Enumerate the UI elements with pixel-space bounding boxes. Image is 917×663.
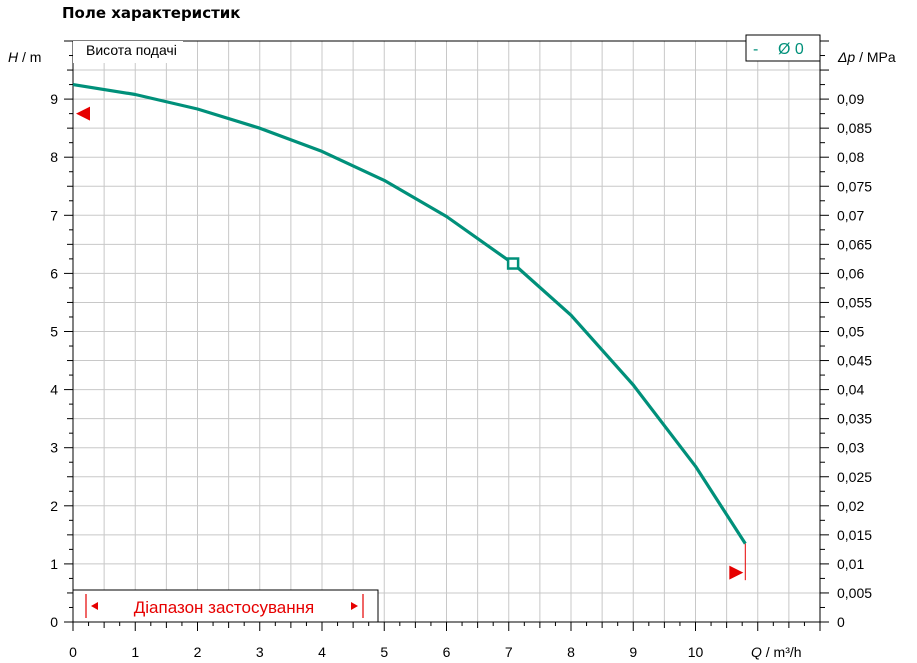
plot-frame bbox=[72, 40, 821, 623]
duty-point-marker bbox=[506, 257, 520, 270]
x-tick-label: 9 bbox=[629, 644, 637, 660]
y-tick-label: 6 bbox=[50, 265, 58, 281]
x-tick-label: 4 bbox=[318, 644, 326, 660]
y-tick-label: 3 bbox=[50, 440, 58, 456]
x-tick-label: 3 bbox=[256, 644, 264, 660]
y2-tick-label: 0,085 bbox=[837, 120, 872, 136]
y2-tick-label: 0,04 bbox=[837, 382, 864, 398]
y2-tick-label: 0,055 bbox=[837, 294, 872, 310]
y2-axis-label: Δp / MPa bbox=[837, 49, 896, 65]
legend-box bbox=[745, 34, 821, 62]
y-tick-label: 0 bbox=[50, 614, 58, 630]
x-tick-label: 6 bbox=[443, 644, 451, 660]
y-tick-label: 1 bbox=[50, 556, 58, 572]
x-tick-label: 1 bbox=[131, 644, 139, 660]
y2-tick-label: 0,09 bbox=[837, 91, 864, 107]
chart-title: Поле характеристик bbox=[62, 4, 241, 22]
x-tick-label: 5 bbox=[380, 644, 388, 660]
y-tick-label: 2 bbox=[50, 498, 58, 514]
curve-label-box bbox=[73, 41, 183, 63]
x-axis-label: Q / m³/h bbox=[751, 644, 802, 660]
y2-tick-label: 0,03 bbox=[837, 440, 864, 456]
y2-tick-label: 0,08 bbox=[837, 149, 864, 165]
y2-tick-label: 0,015 bbox=[837, 527, 872, 543]
range-end-marker bbox=[729, 565, 744, 580]
curve-layer bbox=[72, 83, 747, 581]
y-tick-label: 9 bbox=[50, 91, 58, 107]
y-axis-label: H / m bbox=[8, 49, 41, 65]
y2-tick-label: 0,005 bbox=[837, 585, 872, 601]
y2-tick-label: 0,07 bbox=[837, 207, 864, 223]
label-layer: H / m Δp / MPa Q / m³/h Висота подачі - Ø 0 Ді… bbox=[8, 34, 896, 660]
tick-layer: 0 1 2 3 4 5 6 7 8 9 10 0 1 2 3 4 5 6 7 8 9 0 0,005 0,01 0,015 0,0… bbox=[50, 40, 872, 660]
y2-tick-label: 0,075 bbox=[837, 178, 872, 194]
y2-tick-label: 0,035 bbox=[837, 411, 872, 427]
pump-curve bbox=[72, 83, 747, 545]
legend-dash: - bbox=[753, 41, 758, 58]
y-tick-label: 7 bbox=[50, 207, 58, 223]
grid-layer bbox=[73, 41, 820, 622]
x-tick-label: 8 bbox=[567, 644, 575, 660]
y-tick-label: 4 bbox=[50, 382, 58, 398]
y2-tick-label: 0,065 bbox=[837, 236, 872, 252]
y2-tick-label: 0,025 bbox=[837, 469, 872, 485]
curve-label: Висота подачі bbox=[86, 42, 177, 58]
range-label: Діапазон застосування bbox=[134, 598, 314, 617]
y-tick-label: 8 bbox=[50, 149, 58, 165]
y2-tick-label: 0,06 bbox=[837, 265, 864, 281]
y2-tick-label: 0,02 bbox=[837, 498, 864, 514]
y-tick-label: 5 bbox=[50, 324, 58, 340]
range-box-right-arrow bbox=[351, 602, 358, 610]
legend-text: Ø 0 bbox=[778, 41, 804, 58]
y2-tick-label: 0 bbox=[837, 614, 845, 630]
range-box bbox=[72, 589, 379, 623]
x-tick-label: 0 bbox=[69, 644, 77, 660]
x-tick-label: 10 bbox=[688, 644, 704, 660]
y2-tick-label: 0,01 bbox=[837, 556, 864, 572]
range-box-left-arrow bbox=[91, 602, 98, 610]
x-tick-label: 7 bbox=[505, 644, 513, 660]
y2-tick-label: 0,05 bbox=[837, 324, 864, 340]
y2-tick-label: 0,045 bbox=[837, 353, 872, 369]
range-start-marker bbox=[76, 106, 90, 121]
x-tick-label: 2 bbox=[194, 644, 202, 660]
